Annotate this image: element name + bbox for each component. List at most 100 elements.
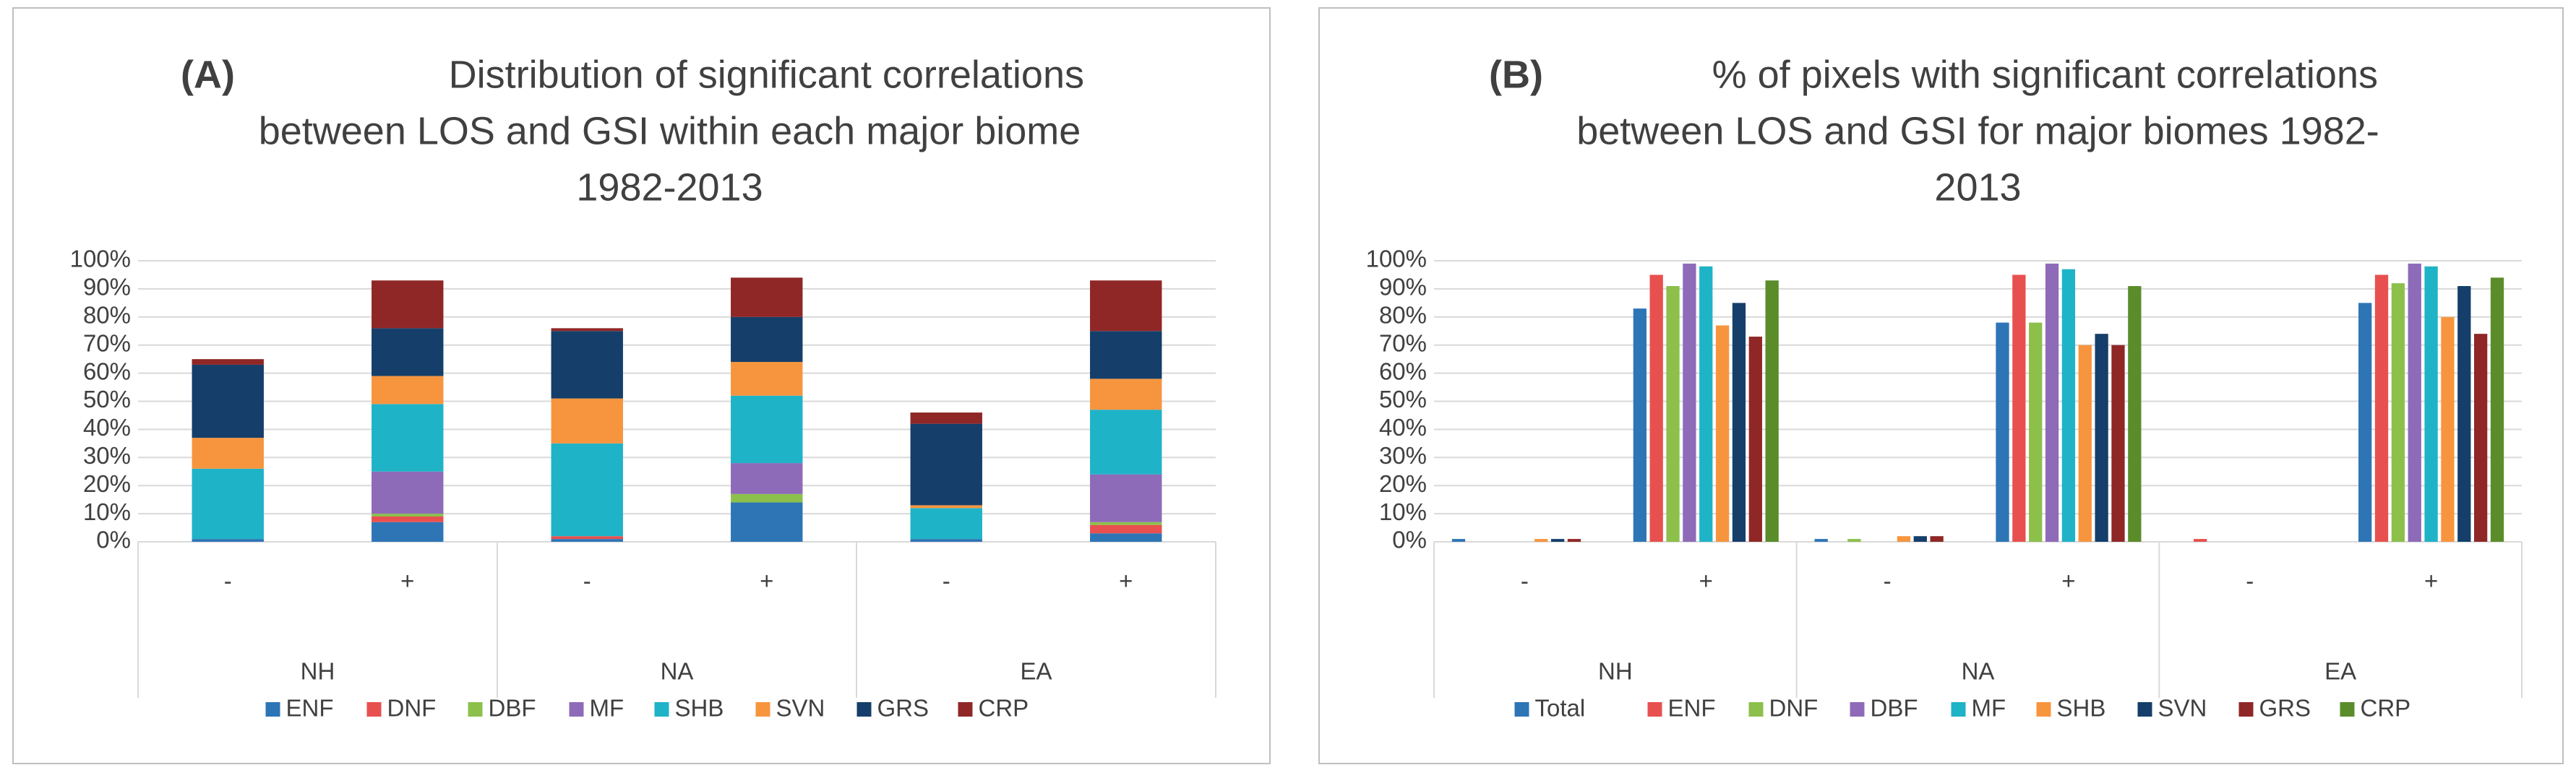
- chart-title: 1982-2013: [576, 165, 763, 209]
- legend-swatch: [265, 702, 280, 717]
- bar: [1748, 337, 1762, 542]
- bar: [2045, 263, 2059, 542]
- bar-segment: [372, 376, 444, 405]
- x-tick-label: -: [224, 568, 232, 595]
- bar: [2029, 322, 2043, 542]
- legend-swatch: [569, 702, 584, 717]
- group-label: NH: [1598, 658, 1633, 685]
- legend-label: MF: [590, 695, 624, 722]
- bar: [1765, 280, 1779, 542]
- bar-segment: [1090, 280, 1162, 332]
- chart-title: 2013: [1934, 165, 2021, 209]
- chart-title: % of pixels with significant correlation…: [1712, 53, 2378, 96]
- x-tick-label: -: [2246, 568, 2254, 595]
- legend-swatch: [1514, 702, 1529, 717]
- bar-segment: [551, 398, 623, 444]
- bar-segment: [731, 493, 803, 503]
- legend-label: CRP: [2361, 695, 2411, 722]
- legend-swatch: [366, 702, 382, 717]
- legend-label: SVN: [2158, 695, 2207, 722]
- bar-segment: [1090, 331, 1162, 379]
- y-tick-label: 90%: [1379, 274, 1427, 301]
- bar: [2457, 286, 2471, 542]
- bar: [2194, 539, 2207, 542]
- bar: [2078, 345, 2092, 542]
- y-tick-label: 10%: [1379, 498, 1427, 525]
- bar-segment: [731, 277, 803, 317]
- bar: [2095, 334, 2108, 542]
- x-tick-label: -: [583, 568, 591, 595]
- bar: [2424, 266, 2438, 542]
- y-tick-label: 90%: [83, 274, 131, 301]
- x-tick-label: -: [1521, 568, 1529, 595]
- y-tick-label: 50%: [1379, 386, 1427, 412]
- bar-segment: [1090, 410, 1162, 475]
- legend-label: ENF: [286, 695, 334, 722]
- bar-segment: [372, 404, 444, 472]
- bar-segment: [192, 364, 264, 438]
- bar: [1715, 325, 1730, 542]
- bar: [2374, 275, 2389, 542]
- chart-title: between LOS and GSI within each major bi…: [259, 109, 1081, 152]
- x-tick-label: +: [400, 568, 414, 595]
- panel-label: (B): [1489, 53, 1543, 96]
- x-tick-label: +: [2424, 568, 2438, 595]
- legend-swatch: [1647, 702, 1662, 717]
- bar-segment: [192, 539, 264, 542]
- legend-swatch: [755, 702, 770, 717]
- x-tick-label: -: [1884, 568, 1892, 595]
- bar-segment: [372, 522, 444, 542]
- bar-segment: [551, 328, 623, 332]
- legend-swatch: [2238, 702, 2254, 717]
- chart-panel: (B) % of pixels with significant correlat…: [1318, 7, 2564, 764]
- legend-label: DNF: [387, 695, 437, 722]
- bar: [1930, 536, 1944, 542]
- bar-segment: [1090, 533, 1162, 542]
- y-tick-label: 20%: [83, 470, 131, 497]
- y-tick-label: 40%: [1379, 414, 1427, 441]
- y-tick-label: 60%: [83, 358, 131, 384]
- group-label: NA: [1962, 658, 1995, 685]
- x-tick-label: +: [1699, 568, 1713, 595]
- bar: [2012, 275, 2026, 542]
- legend-swatch: [2137, 702, 2152, 717]
- bar-segment: [1090, 379, 1162, 410]
- y-tick-label: 80%: [1379, 302, 1427, 329]
- bar: [2358, 303, 2372, 542]
- legend-swatch: [1951, 702, 1966, 717]
- group-label: NA: [661, 658, 694, 685]
- bar-segment: [910, 508, 982, 540]
- bar-segment: [372, 471, 444, 514]
- bar-segment: [1090, 524, 1162, 534]
- group-label: EA: [1020, 658, 1052, 685]
- legend-swatch: [2036, 702, 2051, 717]
- panel-border: [1318, 7, 2564, 764]
- chart-title: Distribution of significant correlations: [449, 53, 1084, 96]
- bar-segment: [1090, 474, 1162, 522]
- legend-label: DNF: [1769, 695, 1819, 722]
- y-tick-label: 30%: [83, 442, 131, 469]
- bar: [1550, 539, 1565, 542]
- bar-segment: [910, 505, 982, 509]
- bar: [1996, 322, 2009, 542]
- bar: [2391, 283, 2405, 542]
- legend-swatch: [654, 702, 669, 717]
- bar-segment: [192, 468, 264, 540]
- bar: [2061, 269, 2076, 542]
- legend-label: SVN: [776, 695, 825, 722]
- bar-segment: [910, 412, 982, 424]
- y-tick-label: 10%: [83, 498, 131, 525]
- bar-segment: [731, 463, 803, 494]
- bar: [1897, 536, 1911, 542]
- y-tick-label: 60%: [1379, 358, 1427, 384]
- bar: [2111, 345, 2125, 542]
- bar: [1666, 286, 1680, 542]
- legend-swatch: [958, 702, 973, 717]
- bar-segment: [551, 443, 623, 537]
- bar: [1814, 539, 1828, 542]
- y-tick-label: 30%: [1379, 442, 1427, 469]
- bar: [2474, 334, 2488, 542]
- legend-label: DBF: [1871, 695, 1918, 722]
- legend-swatch: [2340, 702, 2355, 717]
